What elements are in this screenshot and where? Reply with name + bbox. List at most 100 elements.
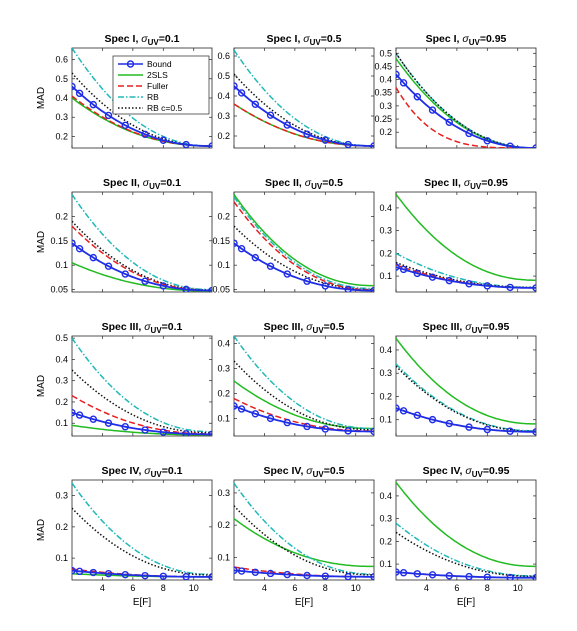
series-line-rb xyxy=(234,336,374,430)
y-tick-label: 0.5 xyxy=(379,48,392,58)
series-line-rbc xyxy=(396,531,536,578)
panel-title-subscript: UV xyxy=(472,470,484,479)
bound-marker xyxy=(121,121,129,129)
x-tick-label: 6 xyxy=(292,583,297,593)
y-axis-label: MAD xyxy=(36,519,47,541)
y-tick-label: 0.1 xyxy=(379,271,392,281)
y-tick-label: 0.1 xyxy=(55,418,68,428)
bound-marker xyxy=(251,410,260,418)
bound-marker xyxy=(75,89,84,98)
bound-marker xyxy=(413,269,422,278)
series-line-rb xyxy=(396,363,536,432)
panel-title-prefix: Spec III, xyxy=(102,321,145,333)
panel-title-prefix: Spec IV, xyxy=(423,465,466,477)
panel-title: Spec II, σUV=0.95 xyxy=(424,177,508,191)
bound-marker xyxy=(321,425,330,433)
bound-marker xyxy=(266,111,275,119)
bound-marker xyxy=(413,570,422,578)
bound-marker xyxy=(483,137,492,145)
panel-title-subscript: UV xyxy=(151,470,163,479)
y-tick-label: 0.3 xyxy=(379,514,392,524)
y-tick-label: 0.1 xyxy=(379,415,392,425)
bound-marker xyxy=(208,573,212,580)
bound-marker xyxy=(75,244,84,253)
bound-marker xyxy=(237,405,246,413)
sigma-symbol: σ xyxy=(141,33,148,45)
bound-marker xyxy=(104,569,113,578)
series-group xyxy=(72,48,212,148)
plot-area xyxy=(233,479,375,581)
x-tick-label: 6 xyxy=(130,583,135,593)
bound-marker xyxy=(266,569,275,578)
series-group xyxy=(396,52,536,148)
x-tick-label: 10 xyxy=(189,583,199,593)
series-line-tsls xyxy=(396,193,536,281)
y-axis-label: MAD xyxy=(36,231,47,253)
series-group xyxy=(234,49,374,148)
panel-title-subscript: UV xyxy=(311,182,323,191)
y-tick-label: 0.4 xyxy=(379,345,392,355)
bound-marker xyxy=(344,427,352,435)
panel-title-prefix: Spec II, xyxy=(103,177,143,189)
bound-marker xyxy=(182,285,190,292)
bound-marker xyxy=(445,118,453,126)
bound-marker xyxy=(396,568,400,576)
bound-marker xyxy=(370,286,374,292)
panel-title: Spec III, σUV=0.1 xyxy=(102,321,183,335)
bound-marker xyxy=(445,276,453,285)
bound-marker xyxy=(428,106,437,114)
panel-title-suffix: =0.95 xyxy=(481,177,508,189)
panel-title-prefix: Spec I, xyxy=(105,33,142,45)
series-group xyxy=(72,482,212,580)
legend-label-rbc: RB c=0.5 xyxy=(147,103,182,113)
bound-marker xyxy=(465,280,473,288)
panel-title: Spec II, σUV=0.1 xyxy=(103,177,181,191)
y-tick-label: 0.4 xyxy=(379,75,392,85)
y-tick-label: 0.3 xyxy=(55,491,68,501)
y-tick-label: 0.5 xyxy=(55,74,68,84)
bound-marker xyxy=(321,136,330,144)
bound-marker xyxy=(396,263,400,271)
sigma-symbol: σ xyxy=(306,465,313,477)
panel-title-prefix: Spec I, xyxy=(426,33,463,45)
bound-marker xyxy=(266,414,275,423)
bound-marker xyxy=(251,100,260,108)
y-tick-label: 0.2 xyxy=(55,211,68,221)
y-tick-label: 0.2 xyxy=(55,522,68,532)
panel-title-suffix: =0.95 xyxy=(483,321,510,333)
x-tick-label: 8 xyxy=(323,583,328,593)
plot-area xyxy=(395,479,537,581)
bound-marker xyxy=(208,430,212,436)
panel-title-prefix: Spec IV, xyxy=(263,465,306,477)
bound-marker xyxy=(266,262,275,270)
panel-title: Spec I, σUV=0.95 xyxy=(426,33,507,47)
panel-title: Spec III, σUV=0.5 xyxy=(264,321,345,335)
panel-title-prefix: Spec II, xyxy=(424,177,464,189)
bound-marker xyxy=(428,415,437,424)
panel-title: Spec II, σUV=0.5 xyxy=(265,177,343,191)
series-line-tsls xyxy=(396,481,536,568)
bound-marker xyxy=(89,568,98,577)
sigma-symbol: σ xyxy=(144,465,151,477)
bound-marker xyxy=(344,572,352,580)
plot-area xyxy=(71,335,213,437)
bound-marker xyxy=(141,426,149,434)
bound-marker xyxy=(75,567,84,576)
x-tick-label: 8 xyxy=(485,583,490,593)
x-tick-label: 10 xyxy=(513,583,523,593)
bound-marker xyxy=(121,423,129,431)
panel-title-prefix: Spec I, xyxy=(267,33,304,45)
bound-marker xyxy=(121,270,129,278)
bound-marker xyxy=(413,411,422,420)
y-tick-label: 0.1 xyxy=(217,552,230,562)
y-tick-label: 0.4 xyxy=(55,93,68,103)
series-group xyxy=(234,336,374,436)
bound-marker xyxy=(370,573,374,580)
panel-title-subscript: UV xyxy=(472,326,484,335)
y-tick-label: 0.6 xyxy=(217,51,230,61)
y-tick-label: 0.2 xyxy=(55,131,68,141)
series-group xyxy=(72,337,212,436)
x-tick-label: 8 xyxy=(161,583,166,593)
y-axis-label: MAD xyxy=(36,375,47,397)
